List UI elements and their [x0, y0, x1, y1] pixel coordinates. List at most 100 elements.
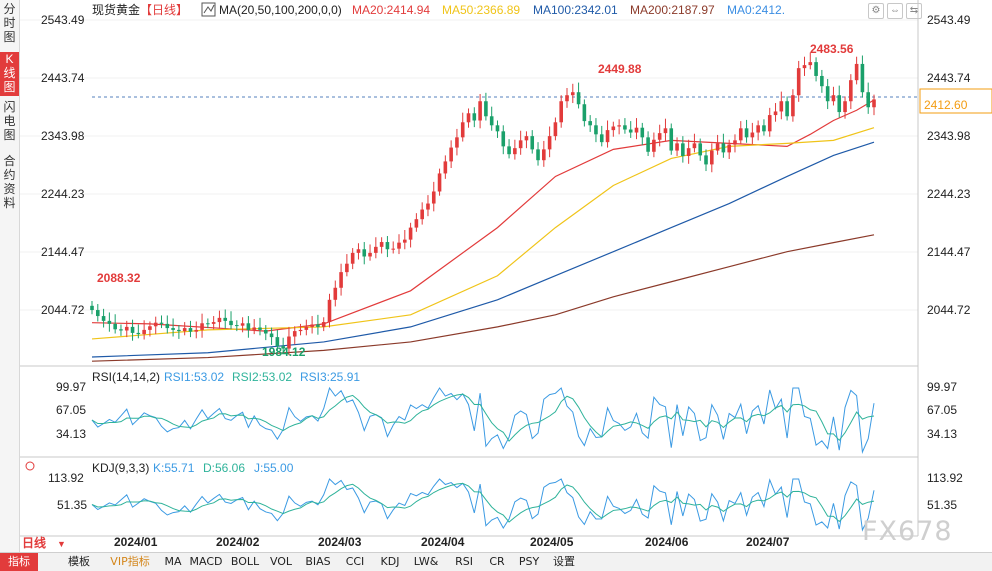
- tab-flash[interactable]: 闪电图: [3, 100, 16, 142]
- indicator-toolbar: 指标 模板 VIP指标 MA MACD BOLL VOL BIAS CCI KD…: [0, 552, 992, 571]
- candle-body: [246, 323, 251, 330]
- candle-body: [478, 101, 482, 121]
- toolbar-cr[interactable]: CR: [489, 555, 505, 568]
- candle-body: [292, 331, 297, 337]
- candle-body: [808, 62, 813, 66]
- candle-body: [640, 127, 645, 138]
- candle-body: [484, 101, 488, 117]
- toolbar-cci[interactable]: CCI: [345, 555, 365, 568]
- toolbar-indicators[interactable]: 指标: [0, 553, 38, 571]
- ma-settings-icon[interactable]: [201, 2, 216, 17]
- period-selector[interactable]: 日线: [22, 536, 47, 550]
- candle-body: [211, 322, 216, 324]
- candle-body: [385, 242, 390, 250]
- price-tick-left: 2343.98: [41, 129, 85, 143]
- sun-icon[interactable]: [25, 461, 35, 471]
- side-tab-bar: 分时图 K线图 闪电图 合约资料: [0, 0, 20, 552]
- candle-body: [414, 219, 419, 228]
- candle-body: [356, 249, 361, 253]
- toolbar-macd[interactable]: MACD: [189, 555, 223, 568]
- tab-kline[interactable]: K线图: [0, 52, 19, 96]
- candle-body: [148, 326, 152, 330]
- price-tick-left: 2443.74: [41, 71, 85, 85]
- kdj-tick: 51.35: [927, 498, 957, 512]
- candle-body: [159, 322, 164, 324]
- ma-line-ma200: [91, 234, 875, 362]
- collapse-icon[interactable]: ⇆: [906, 3, 922, 19]
- price-tick: 2443.74: [927, 71, 971, 85]
- candle-body: [553, 122, 558, 137]
- toolbar-vol[interactable]: VOL: [269, 555, 293, 568]
- candle-body: [206, 323, 210, 325]
- candle-body: [727, 144, 731, 153]
- candle-body: [837, 95, 842, 113]
- toolbar-vip[interactable]: VIP指标: [110, 555, 150, 568]
- candle-body: [472, 113, 477, 121]
- toolbar-settings[interactable]: 设置: [553, 555, 575, 568]
- price-tick: 2244.23: [927, 187, 971, 201]
- candle-body: [518, 140, 523, 149]
- candle-body: [165, 323, 170, 329]
- rsi2-value: RSI2:53.02: [232, 370, 292, 384]
- chart-canvas[interactable]: 现货黄金 【日线】 MA(20,50,100,200,0,0) MA20:241…: [0, 0, 992, 552]
- toolbar-rsi[interactable]: RSI: [455, 555, 473, 568]
- toolbar-kdj[interactable]: KDJ: [380, 555, 400, 568]
- candle-body: [495, 125, 500, 132]
- candle-body: [182, 328, 187, 332]
- ma-lines: [91, 99, 875, 362]
- toolbar-template[interactable]: 模板: [68, 555, 90, 568]
- candle-body: [345, 263, 349, 273]
- candle-body: [547, 136, 552, 150]
- symbol-title: 现货黄金: [92, 2, 140, 17]
- candle-body: [698, 143, 703, 156]
- candle-body: [576, 92, 581, 105]
- candle-body: [866, 92, 871, 108]
- x-label: 2024/07: [746, 535, 790, 549]
- candle-body: [136, 332, 141, 335]
- ma-line-ma20: [91, 99, 875, 332]
- chevron-down-icon[interactable]: ▼: [57, 539, 66, 549]
- candle-body: [536, 149, 540, 161]
- rsi-tick: 99.97: [927, 380, 957, 394]
- price-axis: 2543.49 2543.49 2443.74 2443.74 2343.98 …: [41, 13, 971, 317]
- rsi-tick-left: 67.05: [56, 403, 86, 417]
- candle-body: [773, 111, 778, 116]
- tab-timeshare[interactable]: 分时图: [3, 2, 16, 44]
- candle-body: [489, 116, 494, 126]
- candle-body: [403, 239, 407, 243]
- toolbar-psy[interactable]: PSY: [518, 555, 540, 568]
- candle-body: [333, 287, 338, 300]
- toolbar-ma[interactable]: MA: [164, 555, 182, 568]
- toolbar-boll[interactable]: BOLL: [230, 555, 260, 568]
- candle-body: [559, 101, 563, 123]
- x-label: 2024/01: [114, 535, 158, 549]
- candle-body: [843, 101, 847, 113]
- toolbar-lw[interactable]: LW&: [413, 555, 439, 568]
- candle-body: [733, 140, 737, 145]
- candle-body: [298, 329, 303, 332]
- rsi-lines-slow: [91, 393, 875, 442]
- candle-body: [704, 155, 708, 165]
- price-tick: 2543.49: [927, 13, 971, 27]
- rsi-lines-fast: [91, 386, 875, 454]
- settings-icon[interactable]: ⚙: [868, 3, 884, 19]
- candle-body: [785, 101, 789, 117]
- candle-body: [779, 101, 784, 112]
- annotation-high: 2483.56: [810, 42, 854, 56]
- candle-body: [374, 246, 378, 253]
- candle-body: [194, 329, 199, 332]
- candle-body: [692, 143, 697, 149]
- annotation-mid-high: 2449.88: [598, 62, 642, 76]
- candle-body: [872, 99, 876, 108]
- tab-contract-info[interactable]: 合约资料: [3, 154, 16, 210]
- candle-body: [287, 336, 291, 349]
- candle-body: [443, 161, 448, 174]
- candle-body: [275, 337, 280, 347]
- candle-body: [171, 328, 175, 330]
- candle-body: [681, 143, 685, 156]
- candle-body: [762, 125, 766, 132]
- candle-body: [570, 92, 575, 96]
- toolbar-bias[interactable]: BIAS: [305, 555, 331, 568]
- expand-icon[interactable]: ⇔: [887, 3, 903, 19]
- candle-body: [854, 63, 859, 81]
